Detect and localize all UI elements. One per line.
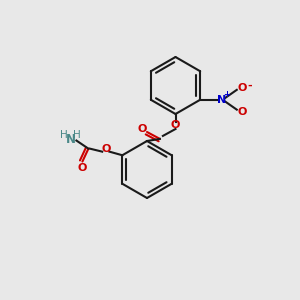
Text: -: -: [248, 81, 252, 91]
Text: O: O: [77, 163, 86, 173]
Text: O: O: [137, 124, 147, 134]
Text: N: N: [65, 133, 75, 146]
Text: H: H: [60, 130, 68, 140]
Text: N: N: [217, 95, 226, 105]
Text: +: +: [224, 90, 230, 99]
Text: O: O: [237, 107, 247, 117]
Text: O: O: [237, 83, 247, 93]
Text: O: O: [171, 120, 180, 130]
Text: O: O: [101, 144, 110, 154]
Text: H: H: [74, 130, 81, 140]
